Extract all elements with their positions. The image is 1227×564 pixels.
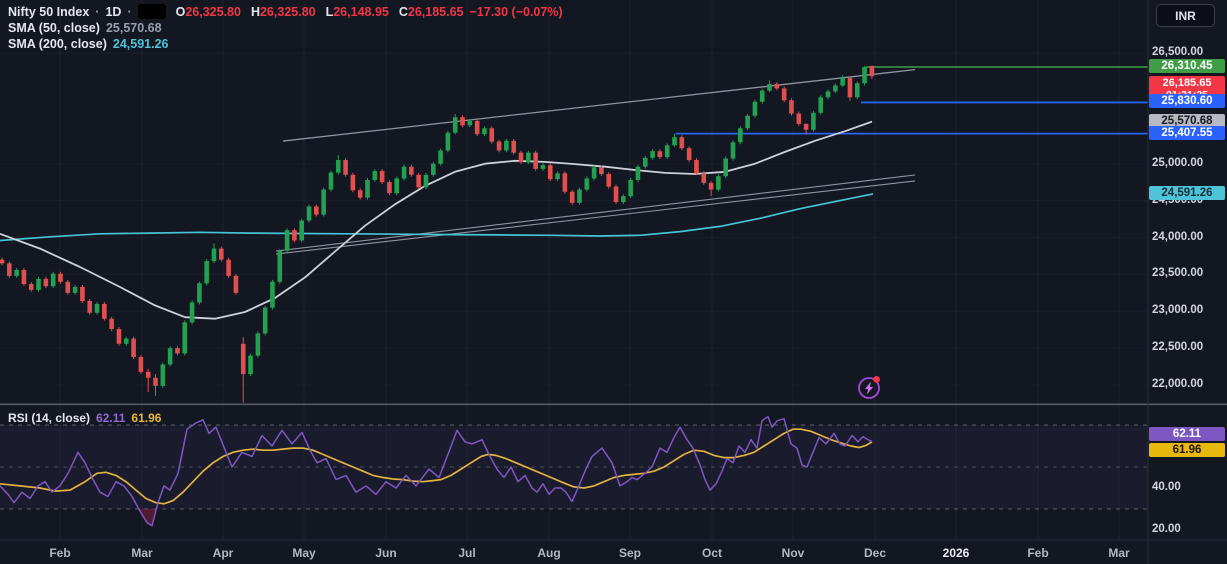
time-axis-label: Jul xyxy=(458,546,476,560)
interval-label: 1D xyxy=(105,4,122,19)
price-axis-tick: 26,500.00 xyxy=(1152,46,1204,58)
price-label-sma200: 24,591.26 xyxy=(1149,185,1225,200)
time-axis-label: Jun xyxy=(375,546,397,560)
time-axis-label: Apr xyxy=(212,546,234,560)
low-value: 26,148.95 xyxy=(333,4,389,19)
sma200-value: 24,591.26 xyxy=(112,37,169,51)
trendline[interactable] xyxy=(275,174,916,252)
lightning-icon[interactable] xyxy=(858,376,880,399)
time-axis-label: Dec xyxy=(863,546,887,560)
price-label-resistance: 25,830.60 xyxy=(1149,94,1225,109)
exchange-redacted-box xyxy=(137,4,166,19)
close-label: C xyxy=(398,4,408,19)
open-label: O xyxy=(175,4,186,19)
symbol-title: Nifty 50 Index xyxy=(8,4,90,19)
rsi-label: RSI (14, close) xyxy=(8,411,91,425)
high-value: 26,325.80 xyxy=(259,4,316,19)
pane-separator[interactable] xyxy=(0,403,1227,406)
sma50-line[interactable] xyxy=(0,120,873,320)
time-axis-label: Sep xyxy=(618,546,642,560)
price-axis-tick: 25,000.00 xyxy=(1152,156,1204,169)
rsi-axis-tick: 40.00 xyxy=(1152,481,1181,493)
rsi-line[interactable] xyxy=(0,415,873,527)
rsi-legend[interactable]: RSI (14, close) 62.11 61.96 xyxy=(8,411,161,425)
rsi-oversold-fill xyxy=(138,509,157,526)
time-axis-label: 2026 xyxy=(942,546,970,560)
separator: · xyxy=(127,4,132,19)
time-axis-label: Feb xyxy=(1027,546,1049,560)
time-axis-label: Mar xyxy=(1108,546,1130,560)
high-label: H xyxy=(250,4,260,19)
close-value: 26,185.65 xyxy=(407,4,464,19)
price-label-support: 25,407.55 xyxy=(1149,125,1225,140)
separator: · xyxy=(95,4,100,19)
price-axis-tick: 24,000.00 xyxy=(1152,230,1204,243)
sma200-label: SMA (200, close) xyxy=(8,37,107,51)
rsi-label-ma-value: 61.96 xyxy=(1149,442,1225,457)
sma50-label: SMA (50, close) xyxy=(8,21,100,35)
candle-series[interactable] xyxy=(0,65,875,403)
time-axis-label: Nov xyxy=(781,546,805,560)
price-label-last-high: 26,310.45 xyxy=(1149,59,1225,73)
price-axis-tick: 23,500.00 xyxy=(1152,267,1204,280)
time-axis-label: Aug xyxy=(537,546,561,560)
rsi-label-value: 62.11 xyxy=(1149,426,1225,441)
rsi-ma-line[interactable] xyxy=(0,428,873,505)
trendline[interactable] xyxy=(275,180,916,255)
open-value: 26,325.80 xyxy=(185,4,241,19)
sma200-line[interactable] xyxy=(0,193,874,242)
sma50-value: 25,570.68 xyxy=(105,21,162,35)
time-axis-label: Mar xyxy=(131,546,153,560)
price-label-sma50: 25,570.68 xyxy=(1149,113,1225,128)
rsi-value: 62.11 xyxy=(96,411,126,425)
rsi-axis-tick: 20.00 xyxy=(1152,523,1181,535)
sma200-legend[interactable]: SMA (200, close) 24,591.26 xyxy=(8,37,169,51)
price-axis-tick: 23,000.00 xyxy=(1152,304,1204,317)
time-axis-label: Feb xyxy=(49,546,71,560)
low-label: L xyxy=(325,4,334,19)
currency-toggle-button[interactable]: INR xyxy=(1156,4,1215,27)
trendline[interactable] xyxy=(282,68,916,142)
sma50-legend[interactable]: SMA (50, close) 25,570.68 xyxy=(8,21,162,35)
price-axis-tick: 22,500.00 xyxy=(1152,341,1204,354)
symbol-legend[interactable]: Nifty 50 Index · 1D · O26,325.80 H26,325… xyxy=(8,4,563,19)
last-trade-price: 26,185.65 xyxy=(1162,76,1212,89)
change-value: −17.30 (−0.07%) xyxy=(469,4,563,19)
rsi-ma-value: 61.96 xyxy=(131,411,162,425)
price-axis-tick: 22,000.00 xyxy=(1152,378,1204,391)
time-axis-label: Oct xyxy=(701,546,723,560)
time-axis-label: May xyxy=(292,546,316,560)
